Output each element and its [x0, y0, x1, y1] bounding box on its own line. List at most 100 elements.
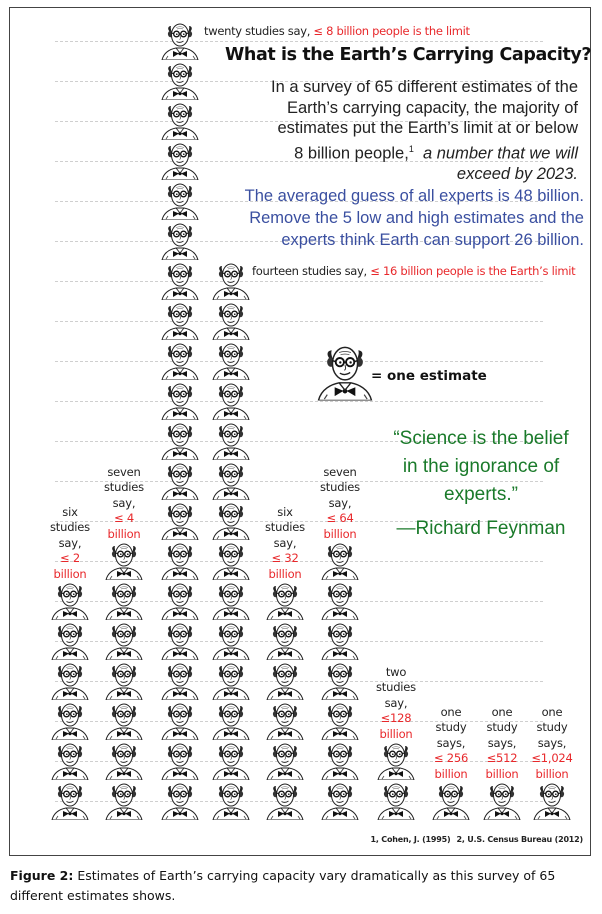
label-value: ≤ 64: [326, 511, 354, 525]
quote-line: “Science is the belief: [393, 428, 569, 449]
gridline: [55, 121, 543, 122]
professor-figure-icon: [210, 260, 252, 300]
intro-line: In a survey of 65 different estimates of…: [271, 78, 578, 96]
professor-figure-icon: [210, 460, 252, 500]
label-text: one: [541, 704, 563, 719]
professor-figure-icon: [319, 780, 361, 820]
professor-figure-icon: [375, 740, 417, 780]
twenty-studies-label: twenty studies say, ≤ 8 billion people i…: [204, 24, 470, 38]
professor-figure-icon: [210, 340, 252, 380]
label-text: studies: [104, 480, 144, 494]
professor-figure-icon: [159, 100, 201, 140]
professor-figure-icon: [49, 660, 91, 700]
professor-figure-icon: [210, 620, 252, 660]
professor-figure-icon: [159, 420, 201, 460]
gridline: [55, 561, 543, 562]
gridline: [55, 81, 543, 82]
label-text: one: [440, 704, 462, 719]
professor-figure-icon: [210, 420, 252, 460]
professor-figure-icon: [210, 740, 252, 780]
professor-figure-icon: [103, 580, 145, 620]
label-value: ≤ 16 billion people is the Earth’s limit: [370, 264, 576, 278]
gridline: [55, 761, 543, 762]
professor-figure-icon: [159, 20, 201, 60]
gridline: [55, 521, 543, 522]
professor-figure-icon: [210, 300, 252, 340]
professor-figure-icon: [159, 780, 201, 820]
professor-figure-icon: [264, 780, 306, 820]
column-label: six studies say, ≤ 2 billion: [40, 505, 100, 583]
intro-paragraph: In a survey of 65 different estimates of…: [218, 77, 578, 184]
gridline: [55, 41, 543, 42]
professor-figure-icon: [103, 660, 145, 700]
column-label: two studies say, ≤128 billion: [366, 665, 426, 743]
label-text: studies: [50, 520, 90, 534]
label-text: six: [62, 504, 78, 519]
gridline: [55, 721, 543, 722]
note-line: experts think Earth can support 26 billi…: [281, 231, 584, 249]
intro-emphasis: a number that we will: [423, 144, 578, 162]
gridline: [55, 441, 543, 442]
professor-figure-icon: [159, 580, 201, 620]
label-text: seven: [107, 464, 141, 479]
professor-figure-icon: [159, 660, 201, 700]
professor-figure-icon: [531, 780, 573, 820]
label-value: ≤ 2: [59, 551, 80, 565]
professor-figure-icon: [103, 540, 145, 580]
professor-figure-icon: [210, 700, 252, 740]
note-line: The averaged guess of all experts is 48 …: [244, 187, 584, 205]
gridline: [55, 481, 543, 482]
label-value: ≤ 32: [271, 551, 299, 565]
label-text: study: [536, 720, 568, 734]
professor-figure-icon: [319, 540, 361, 580]
label-text: study: [435, 720, 467, 734]
professor-figure-icon: [49, 620, 91, 660]
quote-line: in the ignorance of: [402, 456, 560, 477]
professor-figure-icon: [159, 500, 201, 540]
label-text: says,: [537, 735, 567, 750]
reference-2: 2, U.S. Census Bureau (2012): [456, 835, 583, 844]
professor-figure-icon: [159, 340, 201, 380]
professor-figure-icon: [210, 380, 252, 420]
label-value: billion: [268, 566, 302, 581]
label-text: studies: [320, 480, 360, 494]
label-text: studies: [376, 680, 416, 694]
label-text: study: [486, 720, 518, 734]
professor-figure-icon: [159, 60, 201, 100]
intro-line: estimates put the Earth’s limit at or be…: [277, 119, 579, 137]
professor-figure-icon: [159, 220, 201, 260]
label-text: says,: [436, 735, 466, 750]
professor-figure-icon: [159, 540, 201, 580]
professor-figure-icon: [103, 700, 145, 740]
professor-figure-icon: [159, 300, 201, 340]
label-value: billion: [434, 766, 468, 781]
professor-figure-icon: [264, 660, 306, 700]
professor-figure-icon: [159, 700, 201, 740]
label-value: ≤1,024: [531, 751, 573, 765]
professor-figure-icon: [159, 740, 201, 780]
professor-figure-icon: [159, 140, 201, 180]
professor-figure-icon: [210, 500, 252, 540]
caption-label: Figure 2:: [10, 868, 74, 883]
gridline: [55, 361, 543, 362]
professor-figure-icon: [264, 620, 306, 660]
label-text: two: [385, 664, 407, 679]
label-text: seven: [323, 464, 357, 479]
intro-line: 8 billion people,1 a number that we will: [218, 139, 578, 164]
professor-figure-icon: [264, 740, 306, 780]
professor-figure-icon: [49, 780, 91, 820]
label-text: say,: [328, 495, 352, 510]
label-text: say,: [273, 535, 297, 550]
professor-figure-icon: [210, 540, 252, 580]
professor-figure-icon: [103, 780, 145, 820]
gridline: [55, 161, 543, 162]
intro-emphasis: exceed by 2023.: [456, 164, 578, 183]
professor-figure-icon: [210, 780, 252, 820]
professor-figure-icon: [49, 580, 91, 620]
infographic-frame: [9, 7, 591, 856]
label-value: billion: [535, 766, 569, 781]
reference-1: 1, Cohen, J. (1995): [370, 835, 451, 844]
column-label: six studies say, ≤ 32 billion: [255, 505, 315, 583]
feynman-quote: “Science is the belief in the ignorance …: [368, 425, 594, 543]
label-value: ≤ 8 billion people is the limit: [313, 24, 470, 38]
